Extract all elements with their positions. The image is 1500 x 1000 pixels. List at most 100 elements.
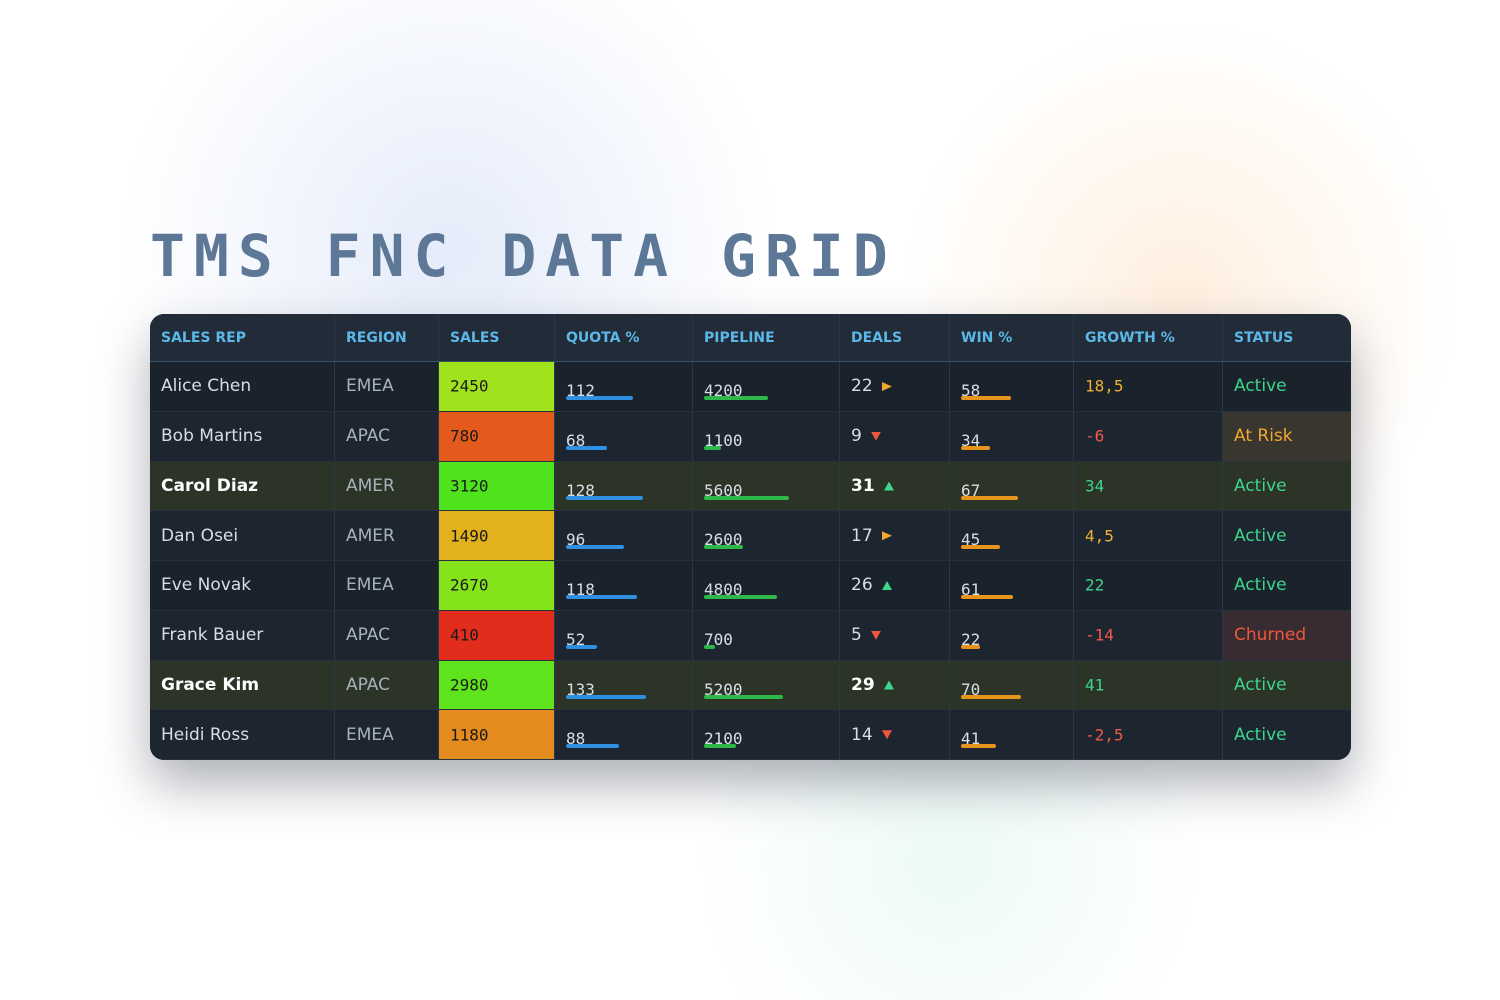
header-cell[interactable]: SALES <box>439 314 555 361</box>
column-header: PIPELINE <box>704 329 775 346</box>
sales-heat-cell: 1490 <box>439 511 555 560</box>
data-grid: SALES REP REGION SALES QUOTA % PIPELINE DEALS… <box>150 314 1351 760</box>
status: At Risk <box>1234 426 1293 447</box>
win-value: 34 <box>961 430 981 450</box>
pipeline-value: 5600 <box>704 480 743 500</box>
growth-value: -14 <box>1085 625 1114 645</box>
grid-cell: 4200 <box>693 362 840 411</box>
grid-cell: 4800 <box>693 561 840 610</box>
grid-cell: Active <box>1223 462 1351 511</box>
grid-cell: Churned <box>1223 610 1351 660</box>
growth-value: 41 <box>1085 675 1105 695</box>
grid-cell: Grace Kim <box>150 660 335 710</box>
column-header: SALES <box>450 329 500 346</box>
grid-cell: 22 <box>840 362 950 411</box>
sales-heat-cell: 2980 <box>439 660 555 710</box>
grid-cell: 52 <box>555 610 693 660</box>
grid-cell: 68 <box>555 411 693 461</box>
growth-value: 18,5 <box>1085 376 1124 396</box>
grid-cell: Carol Diaz <box>150 461 335 511</box>
grid-cell: AMER <box>335 461 439 511</box>
grid-cell: 70 <box>950 660 1074 710</box>
grid-cell: Alice Chen <box>150 362 335 411</box>
win-value: 45 <box>961 530 981 550</box>
grid-row: Heidi Ross EMEA 1180 88 2100 14 41 -2,5 Active <box>150 710 1351 760</box>
status: Active <box>1234 575 1287 596</box>
pipeline-bar <box>704 595 777 599</box>
grid-cell: Eve Novak <box>150 561 335 610</box>
header-row: SALES REP REGION SALES QUOTA % PIPELINE DEALS… <box>150 314 1351 362</box>
header-cell[interactable]: WIN % <box>950 314 1074 361</box>
win-bar <box>961 644 980 649</box>
grid-cell: Heidi Ross <box>150 710 335 759</box>
grid-cell: 5 <box>840 610 950 660</box>
grid-cell: 61 <box>950 561 1074 610</box>
quota-bar <box>566 396 634 400</box>
grid-cell: 128 <box>555 461 693 511</box>
status: Active <box>1234 674 1287 695</box>
pipeline-value: 2100 <box>704 729 743 749</box>
win-bar <box>961 396 1011 400</box>
header-cell[interactable]: QUOTA % <box>555 314 693 361</box>
grid-cell: EMEA <box>335 710 439 759</box>
grid-cell: Active <box>1223 710 1351 759</box>
grid-row: Grace Kim APAC 2980 133 5200 29 70 41 Active <box>150 660 1351 711</box>
quota-bar <box>566 445 607 450</box>
grid-cell: 29 <box>840 660 950 710</box>
deals-value: 22 <box>851 376 873 397</box>
region: APAC <box>346 426 390 447</box>
grid-cell: 1100 <box>693 411 840 461</box>
pipeline-bar <box>704 694 783 699</box>
header-cell[interactable]: STATUS <box>1223 314 1351 361</box>
win-value: 41 <box>961 729 981 749</box>
grid-cell: APAC <box>335 660 439 710</box>
header-cell[interactable]: GROWTH % <box>1074 314 1223 361</box>
rep-name: Alice Chen <box>161 376 252 397</box>
grid-cell: 4,5 <box>1074 511 1223 560</box>
grid-cell: 22 <box>1074 561 1223 610</box>
sales-heat-cell: 2670 <box>439 561 555 610</box>
sales-value: 1490 <box>450 526 489 546</box>
win-value: 70 <box>961 679 981 699</box>
grid-cell: 22 <box>950 610 1074 660</box>
quota-bar <box>566 644 598 649</box>
region: AMER <box>346 475 395 496</box>
deals-value: 14 <box>851 724 873 745</box>
deals-value: 17 <box>851 525 873 546</box>
header-cell[interactable]: PIPELINE <box>693 314 840 361</box>
quota-bar <box>566 744 619 749</box>
grid-row: Alice Chen EMEA 2450 112 4200 22 58 18,5 Active <box>150 362 1351 412</box>
quota-value: 68 <box>566 430 586 450</box>
header-cell[interactable]: REGION <box>335 314 439 361</box>
win-value: 58 <box>961 381 981 400</box>
grid-cell: 34 <box>950 411 1074 461</box>
trend-arrow <box>882 730 892 740</box>
grid-cell: 112 <box>555 362 693 411</box>
grid-cell: 67 <box>950 461 1074 511</box>
sales-value: 780 <box>450 426 479 446</box>
quota-value: 112 <box>566 381 595 400</box>
header-cell[interactable]: DEALS <box>840 314 950 361</box>
sales-value: 3120 <box>450 476 489 496</box>
grid-cell: 133 <box>555 660 693 710</box>
grid-cell: 9 <box>840 411 950 461</box>
region: EMEA <box>346 575 394 596</box>
grid-cell: APAC <box>335 610 439 660</box>
trend-arrow <box>871 630 881 640</box>
sales-heat-cell: 3120 <box>439 461 555 511</box>
growth-value: 22 <box>1085 575 1105 595</box>
quota-value: 128 <box>566 480 595 500</box>
status: Active <box>1234 475 1287 496</box>
trend-arrow <box>882 581 892 590</box>
win-bar <box>961 694 1021 699</box>
grid-row: Dan Osei AMER 1490 96 2600 17 45 4,5 Active <box>150 511 1351 561</box>
header-cell[interactable]: SALES REP <box>150 314 335 361</box>
region: APAC <box>346 674 390 695</box>
pipeline-value: 5200 <box>704 679 743 699</box>
grid-cell: At Risk <box>1223 411 1351 461</box>
win-value: 67 <box>961 480 981 500</box>
region: EMEA <box>346 376 394 397</box>
grid-cell: Bob Martins <box>150 411 335 461</box>
grid-cell: -6 <box>1074 411 1223 461</box>
grid-cell: 26 <box>840 561 950 610</box>
